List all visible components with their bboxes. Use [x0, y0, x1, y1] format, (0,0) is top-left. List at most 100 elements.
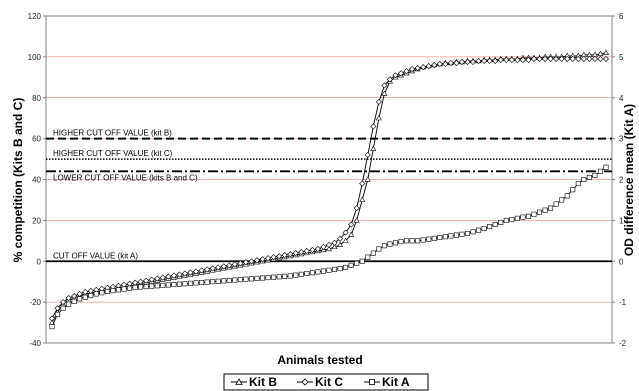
- data-point: [282, 273, 288, 279]
- data-point: [55, 311, 61, 317]
- data-point: [497, 56, 504, 63]
- data-point: [531, 211, 537, 217]
- data-point: [154, 283, 160, 289]
- data-point: [453, 232, 459, 238]
- right-tick-label: 5: [619, 53, 624, 62]
- data-point: [354, 260, 360, 266]
- data-point: [182, 281, 188, 287]
- right-tick-label: -1: [619, 298, 627, 307]
- series-kit-a: [49, 164, 609, 330]
- data-point: [265, 275, 271, 281]
- data-point: [586, 55, 593, 62]
- data-point: [564, 55, 571, 62]
- data-point: [580, 55, 587, 62]
- data-point: [281, 252, 288, 259]
- data-point: [520, 214, 526, 220]
- data-point: [404, 238, 410, 244]
- data-point: [193, 280, 199, 286]
- data-point: [259, 256, 266, 263]
- data-point: [370, 145, 377, 151]
- data-point: [226, 277, 232, 283]
- legend-entry-kit-a: Kit A: [364, 375, 410, 389]
- data-point: [132, 284, 138, 290]
- data-point: [436, 61, 443, 68]
- left-tick-label: 80: [32, 94, 41, 103]
- data-point: [287, 251, 294, 258]
- data-point: [93, 291, 99, 297]
- data-point: [293, 272, 299, 278]
- legend-label-kit-a: Kit A: [382, 375, 410, 389]
- right-tick-label: 6: [619, 12, 624, 21]
- data-point: [353, 205, 360, 212]
- left-tick-label: 40: [32, 176, 41, 185]
- data-point: [431, 235, 437, 241]
- data-point: [414, 65, 421, 72]
- y-right-axis-title: OD difference mean (Kit A): [622, 104, 636, 256]
- data-point: [348, 231, 355, 237]
- data-point: [486, 57, 493, 64]
- x-axis-title: Animals tested: [277, 353, 362, 367]
- data-point: [381, 243, 387, 249]
- data-point: [188, 280, 194, 286]
- data-point: [231, 261, 238, 268]
- data-point: [586, 174, 592, 180]
- data-point: [343, 264, 349, 270]
- data-point: [154, 275, 161, 282]
- data-point: [243, 276, 249, 282]
- legend-label-kit-c: Kit C: [315, 375, 343, 389]
- legend-box: [223, 373, 429, 391]
- data-point: [464, 230, 470, 236]
- data-point: [54, 305, 61, 312]
- data-point: [602, 55, 610, 62]
- data-point: [548, 205, 554, 211]
- data-point: [315, 269, 321, 275]
- data-point: [121, 286, 127, 292]
- data-point: [392, 72, 399, 79]
- data-point: [149, 283, 155, 289]
- data-point: [426, 236, 432, 242]
- data-point: [437, 235, 443, 241]
- data-point: [314, 245, 321, 253]
- data-point: [104, 288, 110, 294]
- data-point: [365, 254, 371, 260]
- data-point: [337, 266, 343, 272]
- data-point: [143, 277, 150, 284]
- data-point: [226, 262, 233, 269]
- data-point: [265, 255, 272, 262]
- data-point: [509, 217, 515, 223]
- data-point: [99, 290, 105, 296]
- data-point: [171, 282, 177, 288]
- data-point: [370, 250, 376, 256]
- data-point: [320, 243, 327, 250]
- data-point: [381, 90, 388, 96]
- data-point: [331, 243, 338, 250]
- data-point: [597, 55, 604, 62]
- reference-line-label: HIGHER CUT OFF VALUE (kit C): [53, 149, 173, 158]
- y-left-axis-title: % competition (Kits B and C): [11, 98, 25, 263]
- reference-line-label: LOWER CUT OFF VALUE (kits B and C): [53, 173, 198, 182]
- data-point: [525, 56, 532, 63]
- data-point: [470, 58, 477, 66]
- data-point: [453, 59, 460, 67]
- data-point: [364, 151, 371, 158]
- data-point: [442, 234, 448, 240]
- legend: Kit B Kit C Kit A: [223, 373, 429, 391]
- data-point: [110, 288, 116, 294]
- data-point: [553, 55, 560, 62]
- data-point: [415, 238, 421, 244]
- data-point: [431, 62, 438, 69]
- data-point: [575, 55, 582, 62]
- reference-lines: HIGHER CUT OFF VALUE (kit B) HIGHER CUT O…: [46, 129, 612, 263]
- data-point: [254, 275, 260, 281]
- data-point: [542, 55, 549, 62]
- data-point: [476, 227, 482, 233]
- data-point: [71, 298, 77, 304]
- data-point: [575, 181, 581, 187]
- data-point: [248, 258, 255, 265]
- diamond-marker-icon: [301, 378, 309, 386]
- data-point: [342, 237, 349, 243]
- data-point: [376, 246, 382, 252]
- data-point: [558, 55, 565, 62]
- data-point: [459, 231, 465, 237]
- data-point: [242, 259, 249, 266]
